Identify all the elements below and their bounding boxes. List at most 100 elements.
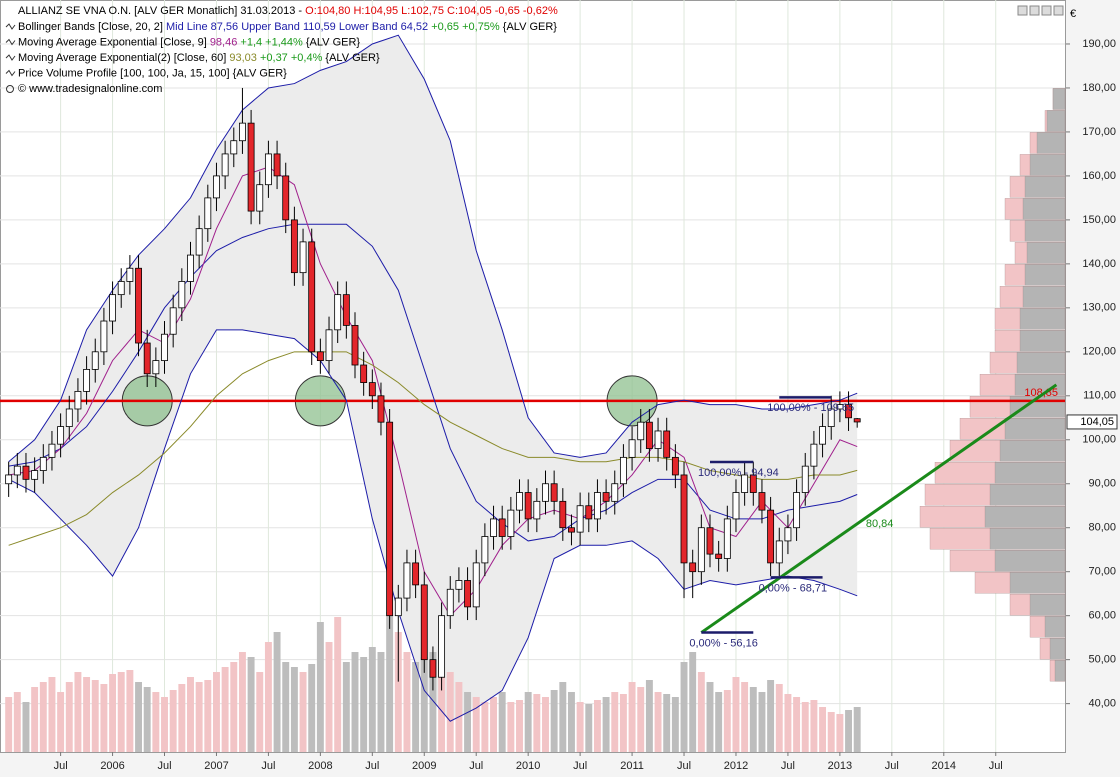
candle-body [126,267,134,282]
candle-body [455,580,463,590]
profile-bar [1024,176,1066,198]
volume-bar [819,707,827,752]
profile-bar [989,484,1066,506]
nav-button[interactable] [1017,5,1028,16]
volume-bar [845,710,852,752]
x-tick-label: 2008 [308,760,332,772]
candle-body [230,140,238,155]
quote: O:104,80 H:104,95 L:102,75 C:104,05 -0,6… [305,5,558,17]
candle-body [143,342,151,375]
volume-bar [334,617,342,752]
candle-body [438,615,446,678]
nav-button[interactable] [1029,5,1040,16]
volume-bar [481,702,489,752]
volume-bar [732,677,740,752]
legend-segment: +1,4 +1,44% [240,36,305,48]
volume-bar [689,652,697,752]
legend-segment: 98,46 [210,36,241,48]
volume-bar [5,697,13,752]
volume-bar [602,697,610,752]
volume-bar [498,692,506,752]
candle-body [853,418,861,423]
volume-bar [195,682,203,752]
nav-button[interactable] [1041,5,1052,16]
candle-body [654,430,662,449]
volume-bar [559,682,567,752]
nav-buttons[interactable] [1017,5,1064,16]
x-tick-label: 2013 [828,760,852,772]
y-tick-label: 80,00 [1088,522,1116,534]
volume-bar [74,672,82,752]
candle-body [671,456,679,476]
candle-body [290,219,298,274]
candle-body [39,456,47,471]
candle-body [325,329,333,362]
legend-segment: {ALV GER} [306,36,361,48]
volume-bar [516,700,523,752]
volume-bar [585,704,593,752]
candle-body [273,153,281,177]
profile-bar [1052,88,1066,110]
candle-body [827,408,835,427]
volume-bar [256,672,264,752]
volume-bar [161,697,168,752]
y-tick-label: 160,00 [1082,170,1116,182]
volume-bar [299,672,307,752]
candle-body [351,325,359,366]
candle-body [645,421,653,449]
candle-body [117,281,125,296]
x-tick-label: Jul [157,760,171,772]
candle-body [446,588,454,617]
legend-entry: Price Volume Profile [100, 100, Ja, 15, … [18,67,287,79]
header-line: ALLIANZ SE VNA O.N. [ALV GER Monatlich] … [18,5,558,17]
candle-body [680,474,688,564]
candle-body [819,426,826,445]
volume-bar [13,692,21,752]
y-tick-label: 90,00 [1088,478,1116,490]
candle-body [663,430,671,458]
volume-bar [368,647,376,752]
volume-bar [827,712,835,752]
y-tick-label: 130,00 [1082,302,1116,314]
candle-body [360,364,368,383]
fib-label: 100,00% - 94,94 [698,467,779,479]
fib-label: 100,00% - 109,65 [767,402,854,414]
candle-body [13,465,21,476]
legend-segment: Bollinger Bands [Close, 20, 2] [18,21,166,33]
x-tick-label: Jul [469,760,483,772]
x-tick-label: Jul [261,760,275,772]
nav-button[interactable] [1053,5,1064,16]
volume-bar [472,697,480,752]
volume-bar [429,652,437,752]
volume-bar [853,707,861,752]
legend-segment: Price Volume Profile [100, 100, Ja, 15, … [18,67,287,79]
candle-body [299,241,307,274]
candle-body [706,527,714,555]
y-tick-label: 170,00 [1082,126,1116,138]
candle-body [723,518,731,559]
volume-bar [57,692,65,752]
candle-body [308,241,316,353]
candle-body [152,360,160,375]
candle-body [732,492,740,520]
x-tick-label: Jul [677,760,691,772]
candle-body [91,351,99,370]
candle-body [213,175,220,199]
candle-body [637,421,645,441]
legend-segment: Mid Line 87,56 Upper Band 110,59 Lower B… [166,21,431,33]
volume-bar [117,672,125,752]
trendline [700,383,1058,634]
candle-body [775,540,783,564]
candle-body [689,562,697,573]
candle-body [490,518,497,537]
indicator-line [8,351,858,546]
candle-body [412,562,420,586]
candle-body [264,153,272,186]
profile-bar [1022,286,1066,308]
volume-bar [100,684,108,752]
volume-bar [628,682,636,752]
y-tick-label: 50,00 [1088,654,1116,666]
volume-bar [39,682,47,752]
candle-body [429,659,437,678]
volume-bar [542,697,549,752]
